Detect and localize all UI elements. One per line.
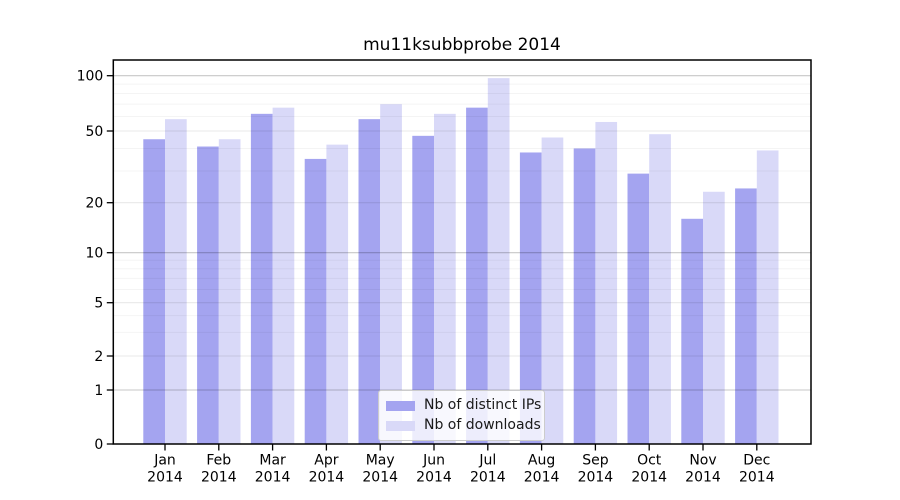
y-tick-label: 1: [94, 383, 103, 399]
bar-downloads-may: [380, 104, 402, 445]
plot-border: [112, 59, 812, 445]
chart-title: mu11ksubbprobe 2014: [363, 35, 561, 55]
bar-distinct-ips-feb: [197, 146, 219, 444]
x-tick-label-month-sep: Sep: [582, 453, 609, 469]
bar-downloads-dec: [756, 150, 779, 444]
bar-distinct-ips-aug: [519, 152, 542, 444]
x-tick-label-year-jun: 2014: [416, 470, 452, 486]
x-tick-label-month-nov: Nov: [689, 453, 716, 469]
bar-distinct-ips-jan: [143, 139, 165, 444]
bar-distinct-ips-jun: [412, 135, 434, 444]
bar-downloads-apr: [326, 144, 349, 445]
x-tick-label-year-nov: 2014: [685, 470, 721, 486]
x-tick-label-year-jul: 2014: [470, 470, 506, 486]
y-tick-label: 5: [94, 296, 103, 312]
x-tick-label-month-jul: Jul: [478, 453, 496, 469]
legend-item-distinct-ips: Nb of distinct IPs: [386, 397, 541, 414]
x-tick-label-year-mar: 2014: [255, 470, 291, 486]
legend-label-distinct-ips: Nb of distinct IPs: [424, 397, 542, 413]
x-tick-label-month-oct: Oct: [637, 453, 662, 469]
legend-swatch-distinct-ips-icon: [386, 400, 415, 411]
y-tick-label: 0: [94, 437, 103, 453]
x-tick-label-month-apr: Apr: [314, 453, 338, 469]
bar-distinct-ips-nov: [681, 218, 703, 444]
bar-downloads-jul: [487, 78, 510, 444]
x-tick-label-month-aug: Aug: [528, 453, 555, 469]
y-tick-label: 10: [85, 246, 103, 262]
bar-distinct-ips-jul: [466, 107, 488, 444]
x-tick-label-month-jun: Jun: [422, 453, 445, 469]
x-tick-label-month-jan: Jan: [153, 453, 176, 469]
bar-downloads-feb: [218, 139, 241, 444]
bar-downloads-nov: [703, 191, 725, 444]
x-tick-label-month-may: May: [366, 453, 395, 469]
bar-downloads-sep: [595, 121, 618, 444]
x-tick-label-year-may: 2014: [362, 470, 398, 486]
bar-distinct-ips-sep: [573, 148, 596, 444]
bar-downloads-oct: [649, 134, 671, 444]
x-tick-label-year-feb: 2014: [201, 470, 237, 486]
bar-distinct-ips-oct: [627, 173, 650, 444]
bar-distinct-ips-apr: [304, 158, 327, 444]
bar-downloads-jun: [434, 113, 456, 444]
legend-item-downloads: Nb of downloads: [386, 417, 541, 434]
legend: Nb of distinct IPs Nb of downloads: [378, 390, 545, 441]
bar-downloads-aug: [541, 137, 564, 444]
x-tick-label-year-dec: 2014: [739, 470, 775, 486]
bar-downloads-mar: [272, 107, 295, 444]
x-tick-label-year-jan: 2014: [147, 470, 183, 486]
bar-downloads-jan: [165, 119, 187, 444]
legend-label-downloads: Nb of downloads: [424, 417, 541, 433]
y-tick-label: 2: [94, 349, 103, 365]
legend-swatch-downloads-icon: [386, 420, 415, 431]
x-tick-label-month-dec: Dec: [743, 453, 770, 469]
x-tick-label-year-oct: 2014: [631, 470, 667, 486]
bar-distinct-ips-may: [358, 119, 381, 444]
x-tick-label-year-aug: 2014: [524, 470, 560, 486]
x-tick-label-month-feb: Feb: [206, 453, 231, 469]
y-tick-label: 20: [85, 196, 103, 212]
y-tick-label: 100: [77, 69, 104, 85]
bar-distinct-ips-dec: [735, 188, 757, 444]
x-tick-label-year-apr: 2014: [309, 470, 345, 486]
x-tick-label-year-sep: 2014: [578, 470, 614, 486]
y-tick-label: 50: [85, 124, 103, 140]
x-tick-label-month-mar: Mar: [259, 453, 286, 469]
bar-distinct-ips-mar: [250, 113, 273, 444]
